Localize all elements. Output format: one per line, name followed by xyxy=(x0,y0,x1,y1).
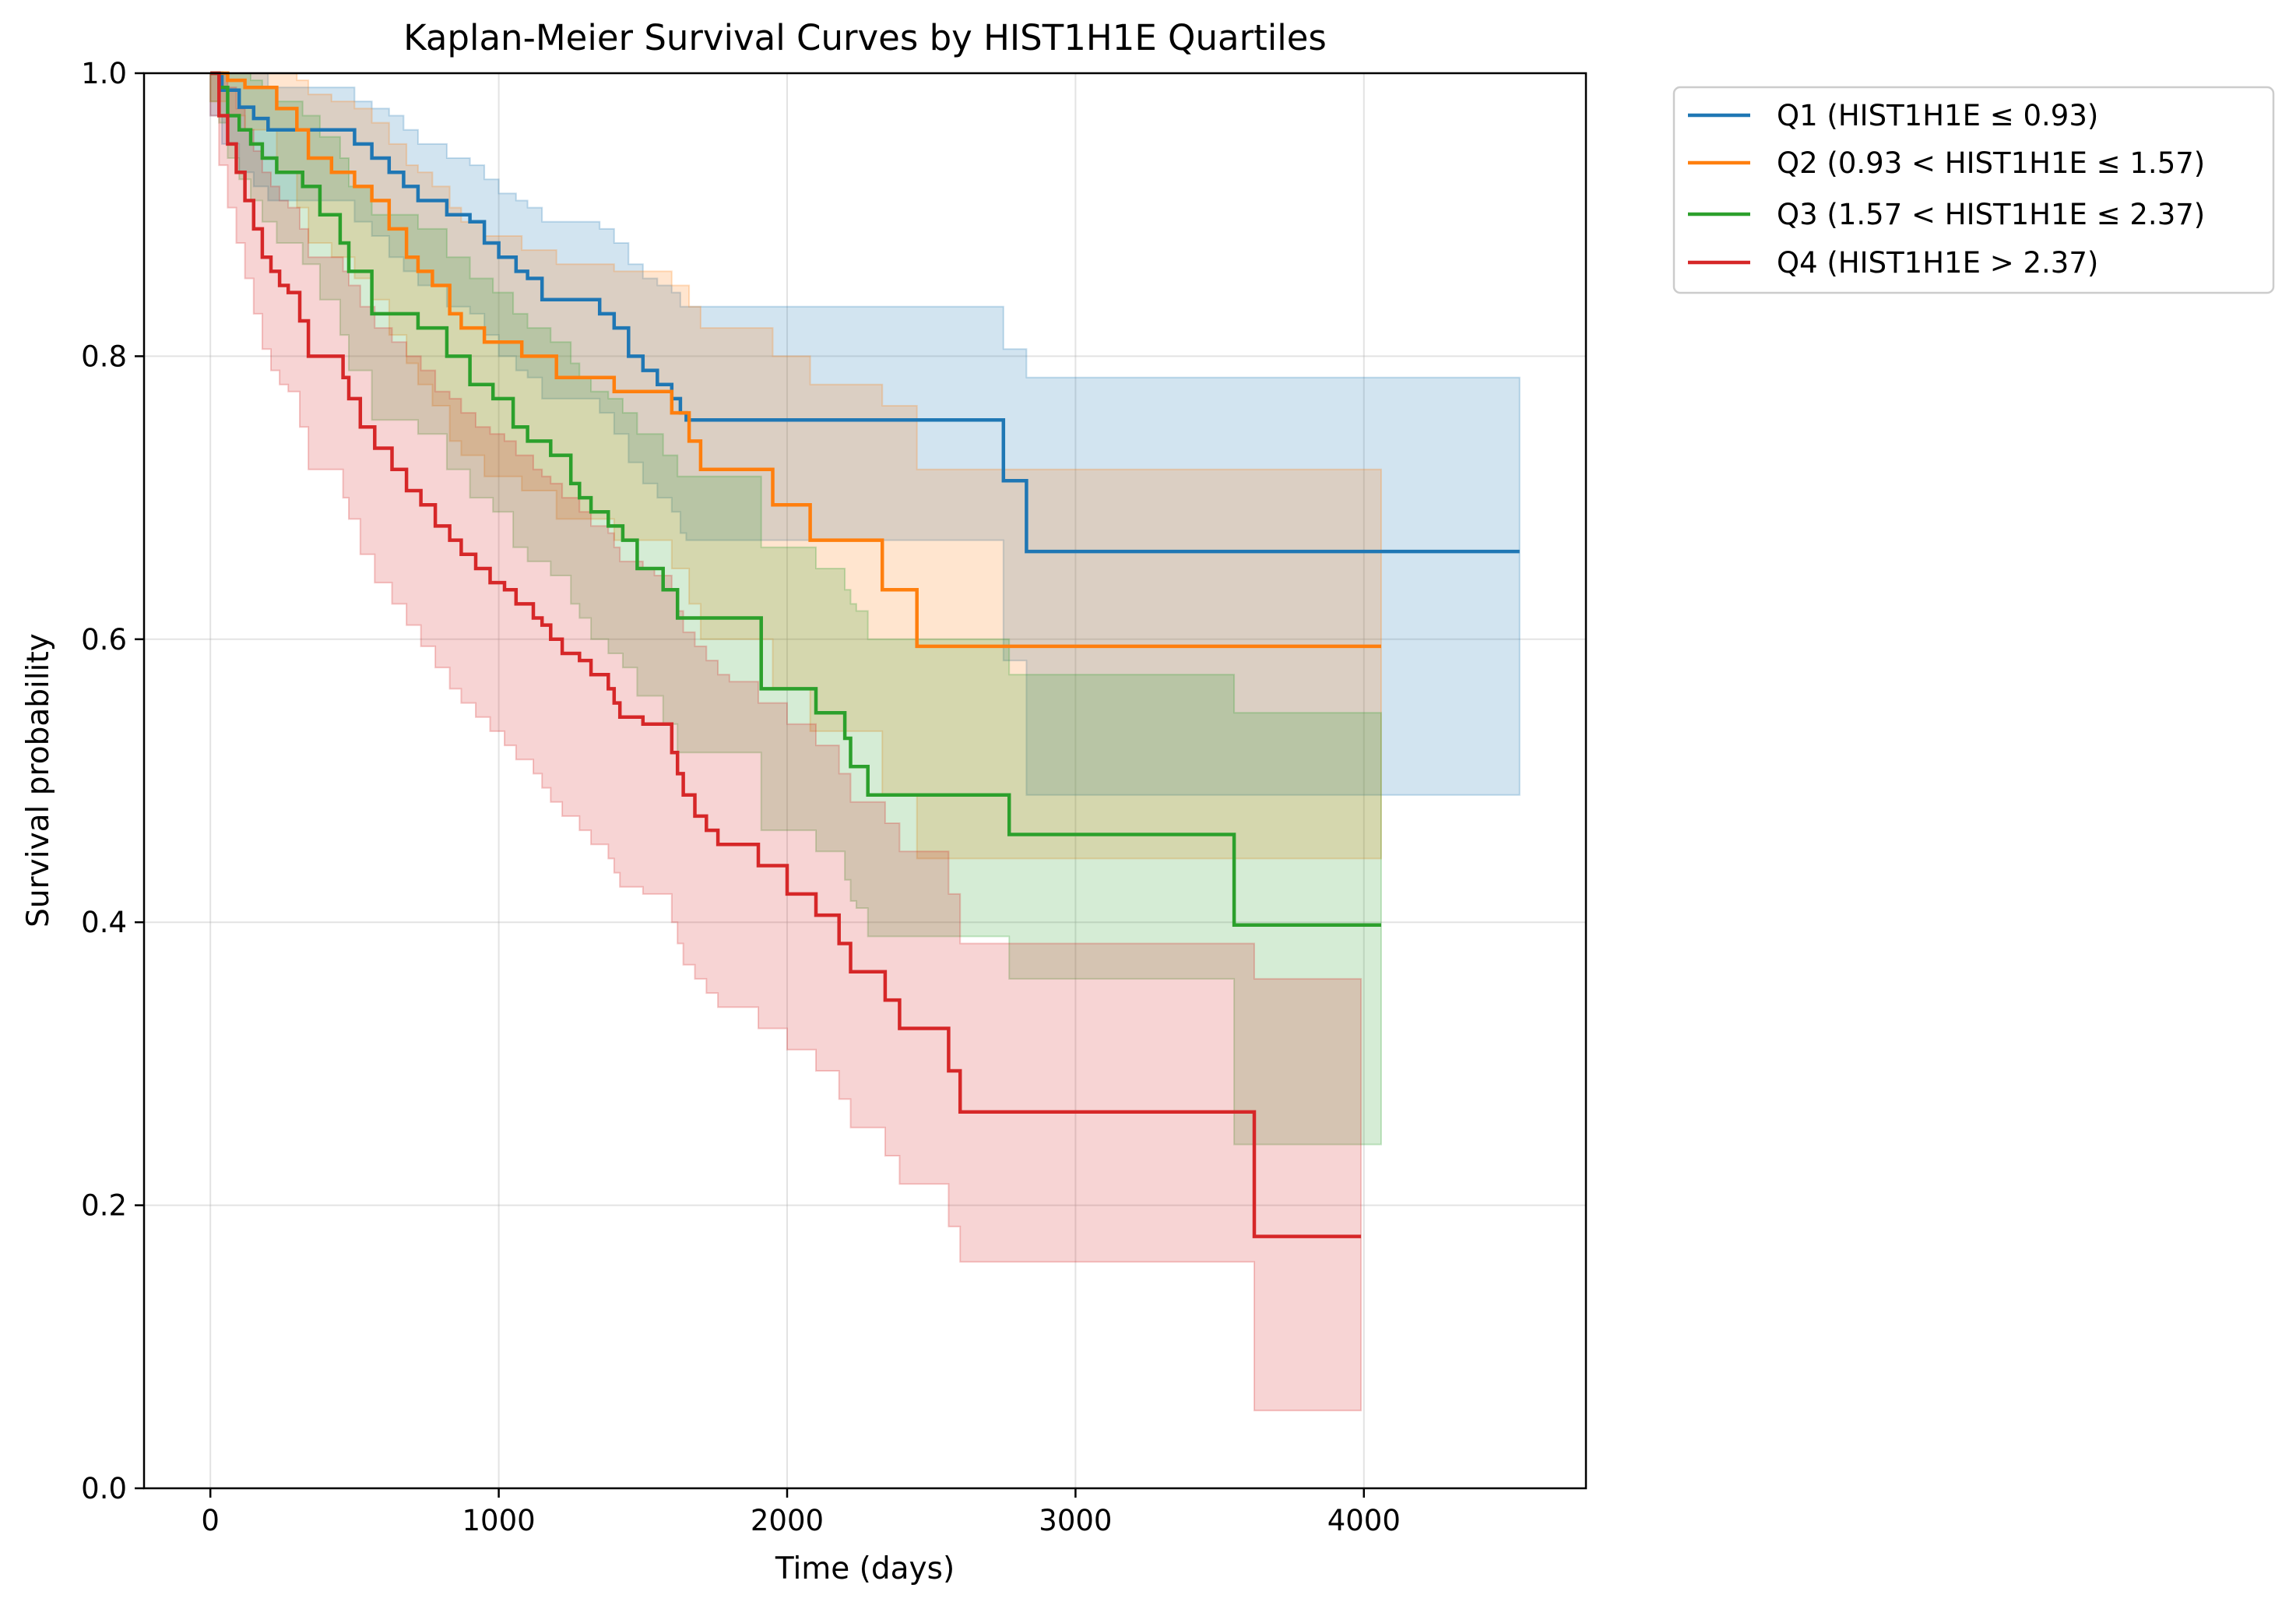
confidence-bands xyxy=(209,72,1521,1412)
y-tick-label: 0.2 xyxy=(81,1189,127,1223)
x-tick-label: 0 xyxy=(201,1504,220,1537)
x-tick-label: 3000 xyxy=(1039,1504,1112,1537)
y-tick-label: 0.6 xyxy=(81,623,127,657)
x-axis-label: Time (days) xyxy=(775,1551,955,1586)
ci-band-q4 xyxy=(209,72,1362,1412)
survival-lines xyxy=(210,71,1520,1238)
ci-band-q1 xyxy=(209,72,1521,796)
survival-line-q1 xyxy=(210,71,1520,554)
survival-line-q2 xyxy=(210,71,1381,649)
legend-label-q4: Q4 (HIST1H1E > 2.37) xyxy=(1777,246,2098,280)
y-tick-label: 0.8 xyxy=(81,340,127,373)
legend: Q1 (HIST1H1E ≤ 0.93) Q2 (0.93 < HIST1H1E… xyxy=(1672,86,2275,294)
legend-label-q3: Q3 (1.57 < HIST1H1E ≤ 2.37) xyxy=(1777,198,2205,231)
y-tick-label: 1.0 xyxy=(81,57,127,90)
y-tick-label: 0.0 xyxy=(81,1472,127,1505)
x-tick-label: 2000 xyxy=(751,1504,824,1537)
plot-area-frame xyxy=(142,72,1588,1490)
chart-title: Kaplan-Meier Survival Curves by HIST1H1E… xyxy=(403,17,1327,58)
x-tick-label: 4000 xyxy=(1327,1504,1401,1537)
legend-label-q1: Q1 (HIST1H1E ≤ 0.93) xyxy=(1777,99,2098,132)
y-axis-label: Survival probability xyxy=(21,633,56,928)
survival-line-q3 xyxy=(210,71,1381,928)
survival-line-q4 xyxy=(210,71,1362,1238)
legend-label-q2: Q2 (0.93 < HIST1H1E ≤ 1.57) xyxy=(1777,146,2205,180)
legend-frame xyxy=(1672,86,2275,294)
y-tick-label: 0.4 xyxy=(81,906,127,939)
x-tick-label: 1000 xyxy=(462,1504,536,1537)
axis-ticks: 0 1000 2000 3000 4000 0.0 0.2 0.4 0.6 0.8 1.0 xyxy=(81,57,1401,1537)
